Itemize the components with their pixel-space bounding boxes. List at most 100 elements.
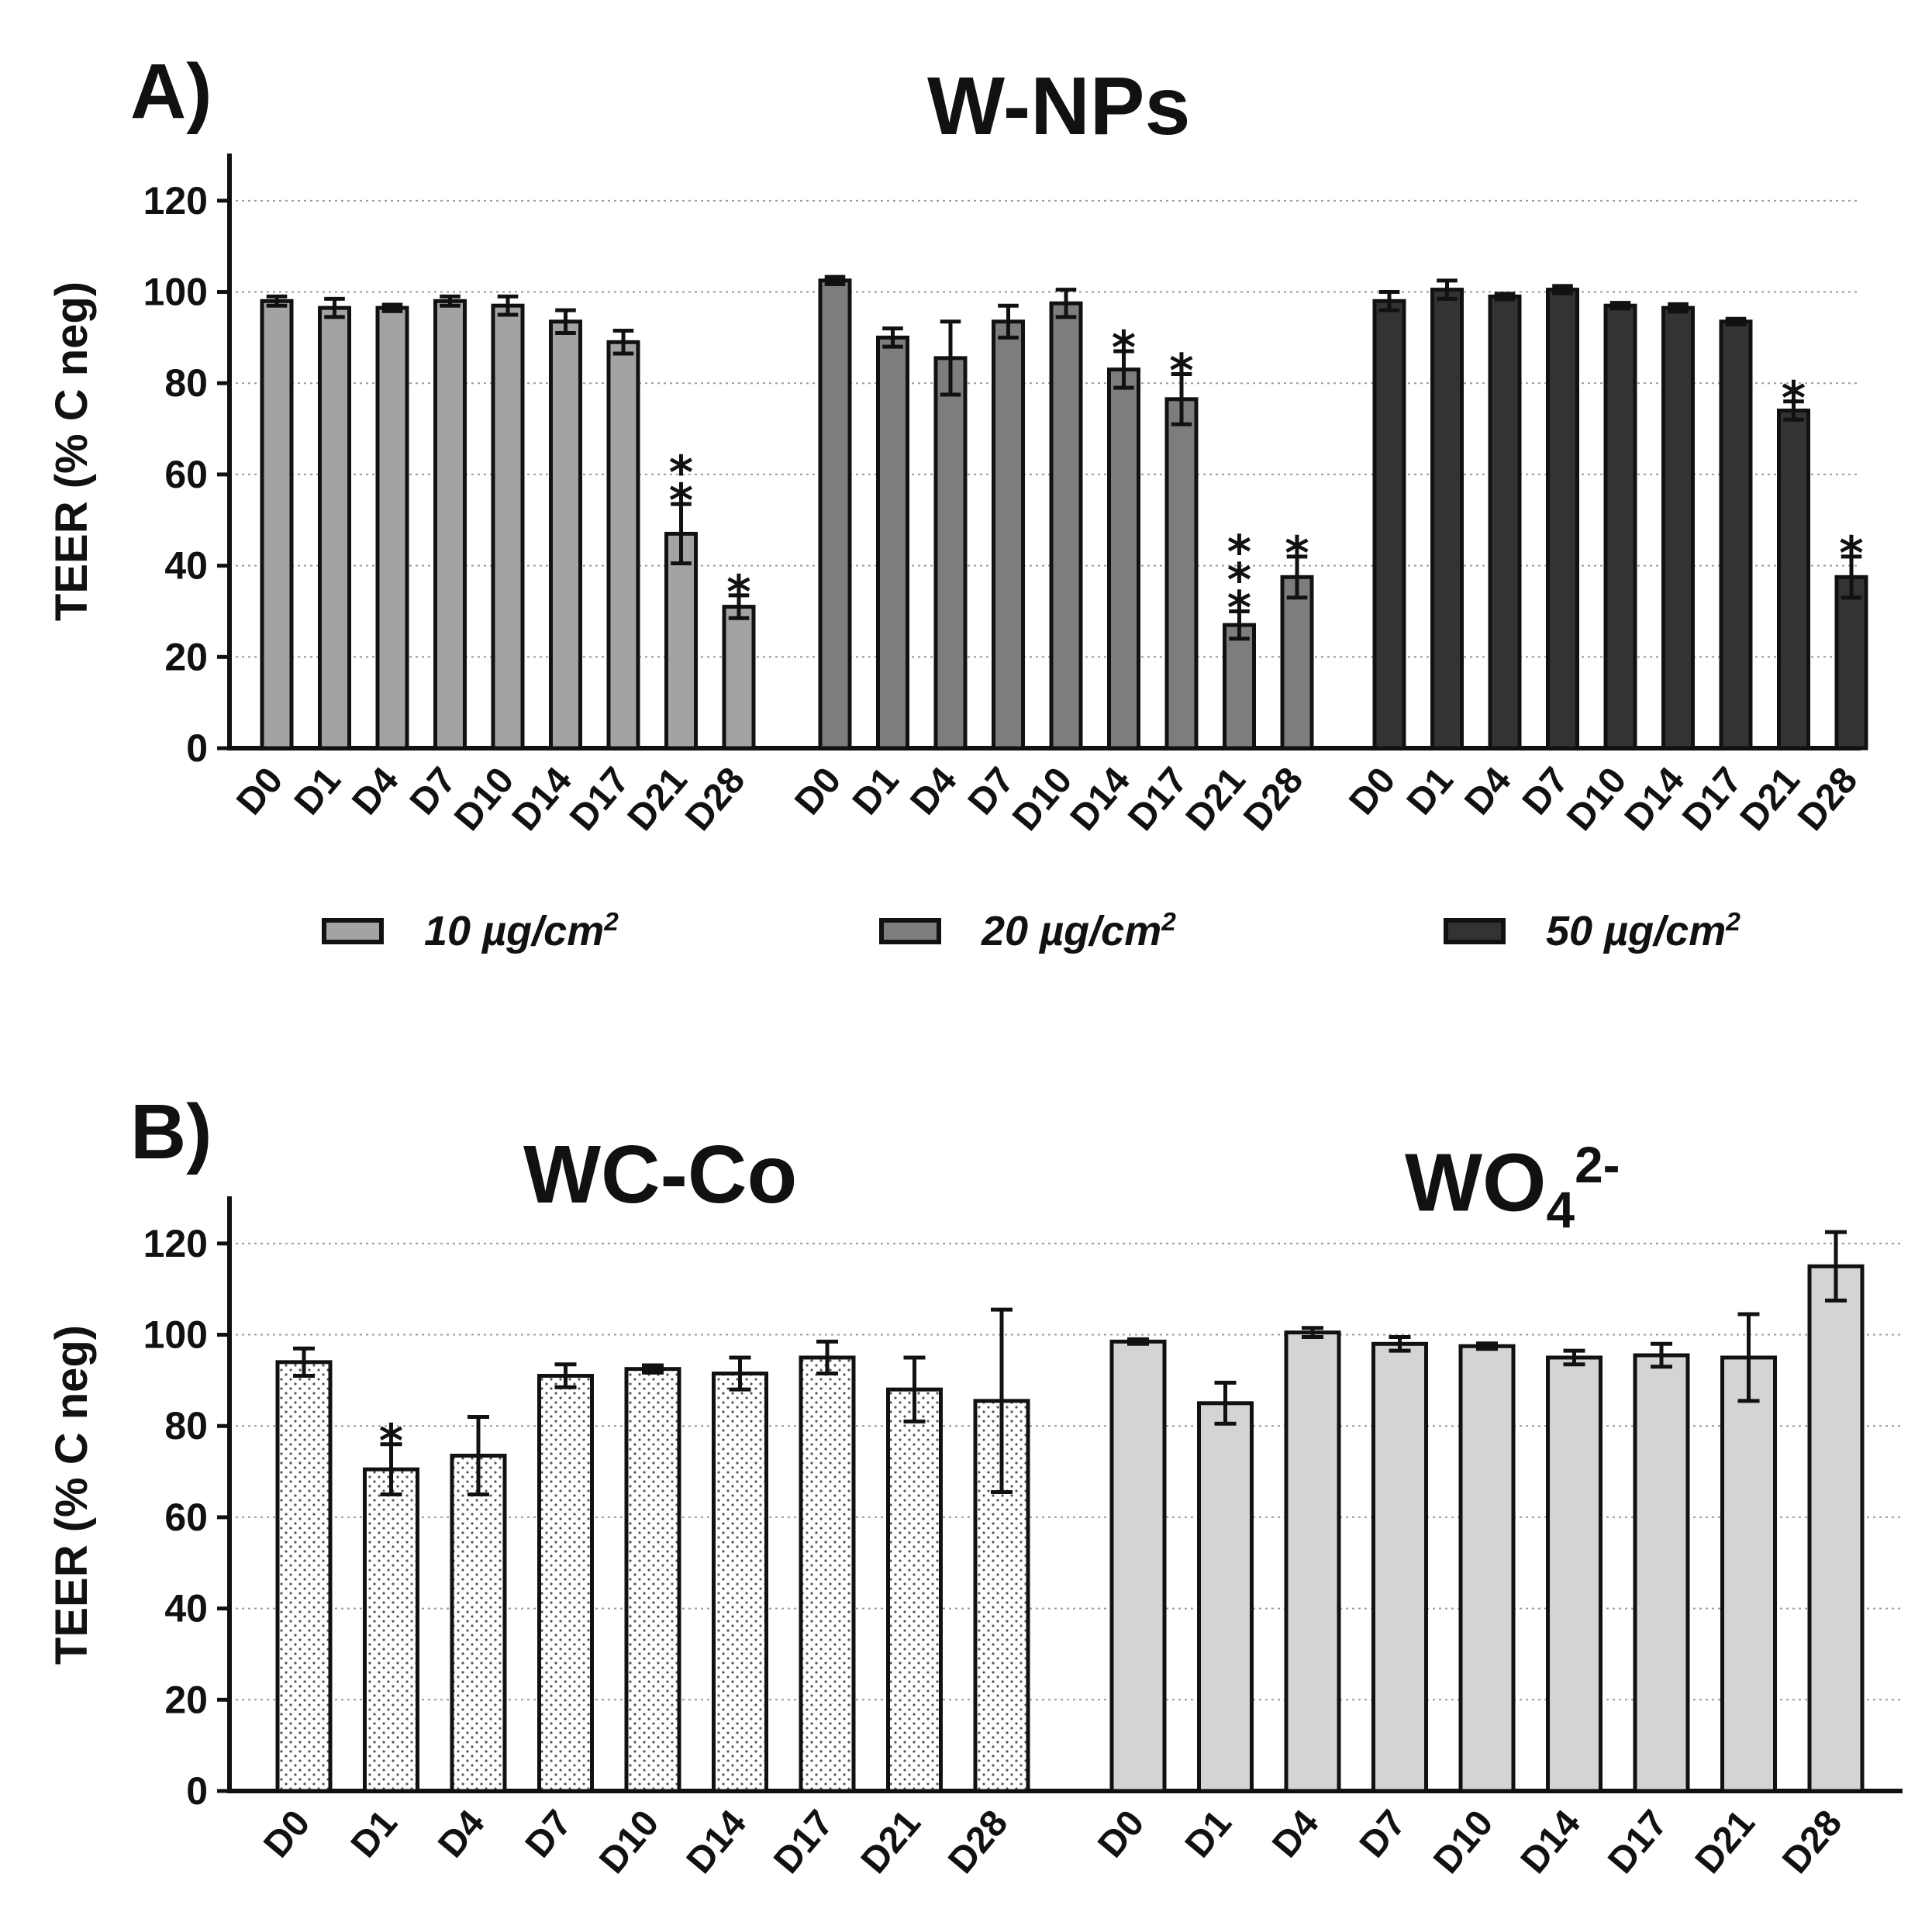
b-bar-0-D10 [624, 1367, 681, 1793]
a-bar-1-D0 [818, 278, 852, 751]
a-bar-1-D10 [1049, 301, 1083, 751]
a-ytick-label: 20 [164, 635, 208, 678]
legend-label-50: 50 µg/cm2 [1546, 908, 1741, 954]
a-xtick-label-0-2: D4 [344, 760, 406, 823]
a-bar-2-D17 [1719, 319, 1753, 751]
b-xtick-label-1-8: D28 [1775, 1803, 1850, 1882]
panel-b-title-left: WC-Co [523, 1129, 798, 1220]
b-bar-1-D28 [1807, 1264, 1865, 1793]
a-y-axis-label: TEER (% C neg) [47, 281, 97, 621]
b-bar-1-D4 [1284, 1330, 1341, 1793]
a-bar-2-D14 [1661, 305, 1695, 751]
legend-swatch-50 [1444, 918, 1506, 944]
a-bar-0-D14 [549, 319, 582, 751]
a-bar-1-D28 [1280, 575, 1314, 751]
a-significance-1-6: * [1169, 343, 1193, 398]
a-xtick-label-0-8: D28 [678, 760, 753, 839]
b-bar-0-D4 [450, 1453, 507, 1793]
b-xtick-label-0-7: D21 [854, 1803, 929, 1882]
b-bar-1-D14 [1546, 1355, 1603, 1793]
b-xtick-label-1-7: D21 [1688, 1803, 1763, 1882]
a-bar-1-D21 [1223, 623, 1256, 751]
b-xtick-label-1-6: D17 [1600, 1803, 1675, 1882]
a-significance-1-7-2: * [1227, 525, 1251, 579]
a-xtick-label-0-7: D21 [620, 760, 695, 839]
a-ytick-label: 100 [143, 271, 208, 314]
a-significance-0-7-0: * [669, 474, 693, 528]
b-xtick-label-1-3: D7 [1352, 1803, 1414, 1865]
b-ytick-label: 40 [164, 1587, 208, 1631]
legend-swatch-10 [322, 918, 384, 944]
a-xtick-label-2-6: D17 [1675, 760, 1750, 839]
a-xtick-label-1-0: D0 [787, 760, 849, 823]
a-xtick-label-2-8: D28 [1790, 760, 1865, 839]
a-significance-2-7: * [1782, 371, 1806, 426]
b-bar-0-D17 [799, 1355, 856, 1793]
a-xtick-label-1-1: D1 [845, 760, 907, 823]
a-ytick-label: 40 [164, 544, 208, 588]
b-ytick-label: 0 [186, 1769, 208, 1813]
b-bar-1-D10 [1458, 1344, 1516, 1793]
b-xtick-label-0-5: D14 [679, 1803, 754, 1882]
a-significance-0-7-1: * [669, 446, 693, 500]
a-ytick-label: 120 [143, 179, 208, 223]
panel-b-title-right: WO42- [1405, 1137, 1620, 1239]
a-xtick-label-1-7: D21 [1178, 760, 1254, 839]
a-ytick-label: 80 [164, 361, 208, 405]
b-xtick-label-1-4: D10 [1426, 1803, 1501, 1882]
legend-swatch-20 [879, 918, 941, 944]
a-xtick-label-1-8: D28 [1236, 760, 1311, 839]
b-bar-1-D7 [1371, 1341, 1428, 1793]
a-bar-1-D1 [876, 335, 909, 751]
b-xtick-label-1-0: D0 [1090, 1803, 1152, 1865]
a-bar-2-D21 [1777, 409, 1810, 751]
b-significance-0-1: * [379, 1414, 403, 1468]
b-bar-0-D21 [886, 1387, 943, 1793]
a-bar-0-D7 [433, 298, 467, 751]
b-ytick-label: 120 [143, 1222, 208, 1265]
a-significance-1-7-1: * [1227, 553, 1251, 607]
b-ytick-label: 80 [164, 1404, 208, 1448]
a-bar-2-D4 [1488, 294, 1522, 751]
legend-item-20: 20 µg/cm2 [879, 907, 1176, 955]
b-xtick-label-1-1: D1 [1178, 1803, 1240, 1865]
a-bar-2-D7 [1546, 288, 1579, 751]
b-ytick-label: 60 [164, 1496, 208, 1539]
a-xtick-label-2-7: D21 [1733, 760, 1808, 839]
a-bar-2-D10 [1603, 303, 1637, 751]
b-xtick-label-0-8: D28 [940, 1803, 1016, 1882]
a-xtick-label-1-5: D14 [1063, 760, 1138, 839]
b-bar-0-D14 [712, 1372, 768, 1793]
b-bar-1-D17 [1633, 1353, 1690, 1793]
a-xtick-label-0-6: D17 [562, 760, 637, 839]
a-bar-1-D4 [933, 356, 968, 751]
a-bar-0-D1 [318, 305, 351, 751]
a-ytick-label: 60 [164, 453, 208, 496]
a-bar-1-D14 [1107, 368, 1140, 751]
panel-a-title: W-NPs [927, 60, 1191, 152]
a-xtick-label-2-2: D4 [1457, 760, 1519, 823]
b-bar-0-D0 [275, 1360, 333, 1793]
a-bar-2-D28 [1834, 575, 1868, 751]
b-xtick-label-0-2: D4 [430, 1803, 492, 1865]
a-xtick-label-1-6: D17 [1120, 760, 1195, 839]
a-bar-0-D4 [375, 305, 409, 751]
b-bar-0-D1 [363, 1467, 419, 1793]
b-ytick-label: 100 [143, 1313, 208, 1357]
b-xtick-label-1-2: D4 [1264, 1803, 1327, 1865]
a-xtick-label-0-0: D0 [229, 760, 291, 823]
b-bar-0-D7 [537, 1374, 594, 1793]
b-xtick-label-0-4: D10 [592, 1803, 667, 1882]
a-significance-1-8: * [1285, 526, 1309, 581]
a-xtick-label-2-1: D1 [1399, 760, 1461, 823]
b-bar-1-D0 [1109, 1339, 1167, 1793]
b-bar-1-D1 [1197, 1401, 1254, 1793]
panel-a-label: A) [130, 48, 212, 135]
b-bar-1-D21 [1720, 1355, 1777, 1793]
legend-label-10: 10 µg/cm2 [424, 908, 619, 954]
a-xtick-label-0-1: D1 [287, 760, 349, 823]
b-ytick-label: 20 [164, 1678, 208, 1721]
a-significance-1-5: * [1112, 321, 1136, 375]
